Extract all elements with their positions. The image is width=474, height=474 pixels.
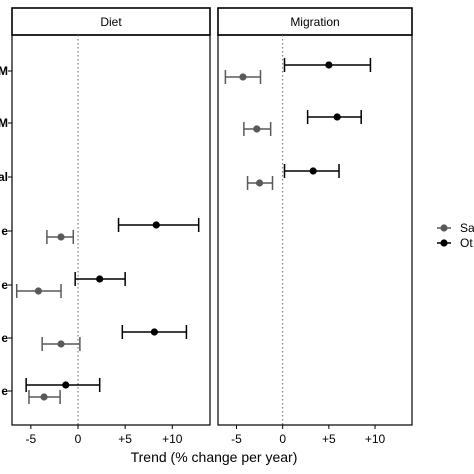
data-point-group: [121, 325, 188, 339]
y-tick-label: e: [1, 331, 8, 345]
x-tick-label: -5: [231, 432, 242, 446]
data-point: [57, 340, 65, 348]
data-point-group: [46, 230, 75, 244]
panel-diet: Diet -5 0 +5 +10: [11, 7, 211, 446]
data-point: [150, 328, 158, 336]
x-tick-label: +5: [322, 432, 336, 446]
data-point: [255, 179, 264, 187]
y-tick-label: al: [0, 170, 8, 184]
y-tick-label: M: [0, 116, 8, 130]
data-point-group: [243, 122, 272, 136]
x-tick-label: 0: [279, 432, 286, 446]
strip-box: [11, 7, 211, 36]
y-tick-label: e: [1, 278, 8, 292]
data-point: [309, 167, 317, 175]
legend-key-point: [440, 224, 448, 232]
y-axis-labels: M Mal e e e e: [0, 64, 12, 398]
data-point: [325, 61, 333, 69]
x-axis-title: Trend (% change per year): [131, 449, 298, 465]
legend-key-point: [440, 239, 448, 247]
panels-layer: Diet -5 0 +5 +10 Migration -5 0 +5 +10: [11, 7, 413, 446]
data-point: [333, 113, 341, 121]
data-point-group: [25, 378, 101, 392]
data-point-group: [41, 337, 81, 351]
data-point: [152, 221, 160, 229]
data-point: [40, 393, 48, 401]
legend-label: Sa: [460, 221, 474, 235]
x-tick-label: +10: [365, 432, 386, 446]
data-point-group: [283, 164, 340, 178]
data-point: [57, 233, 65, 241]
data-point: [34, 287, 43, 295]
data-point-group: [117, 218, 200, 232]
data-point-group: [74, 272, 126, 286]
x-tick-label: -5: [26, 432, 37, 446]
data-point-group: [246, 176, 274, 190]
data-point-group: [283, 58, 372, 72]
data-point: [253, 125, 261, 133]
strip-box: [217, 7, 413, 36]
data-point: [239, 73, 247, 81]
data-point: [62, 381, 70, 389]
panel-border: [217, 34, 413, 426]
data-point-group: [15, 284, 62, 298]
data-point-group: [306, 110, 362, 124]
y-tick-label: M: [0, 64, 8, 78]
data-point-group: [224, 70, 262, 84]
panel-border: [11, 34, 211, 426]
data-point: [96, 275, 104, 283]
y-tick-label: e: [1, 224, 8, 238]
x-tick-label: 0: [75, 432, 82, 446]
legend-label: Ot: [460, 236, 473, 250]
strip-label: Diet: [100, 15, 122, 29]
strip-label: Migration: [290, 15, 339, 29]
y-tick-label: e: [1, 384, 8, 398]
panel-migration: Migration -5 0 +5 +10: [217, 7, 413, 446]
x-tick-label: +5: [118, 432, 132, 446]
x-tick-label: +10: [162, 432, 183, 446]
data-point-group: [28, 390, 61, 404]
